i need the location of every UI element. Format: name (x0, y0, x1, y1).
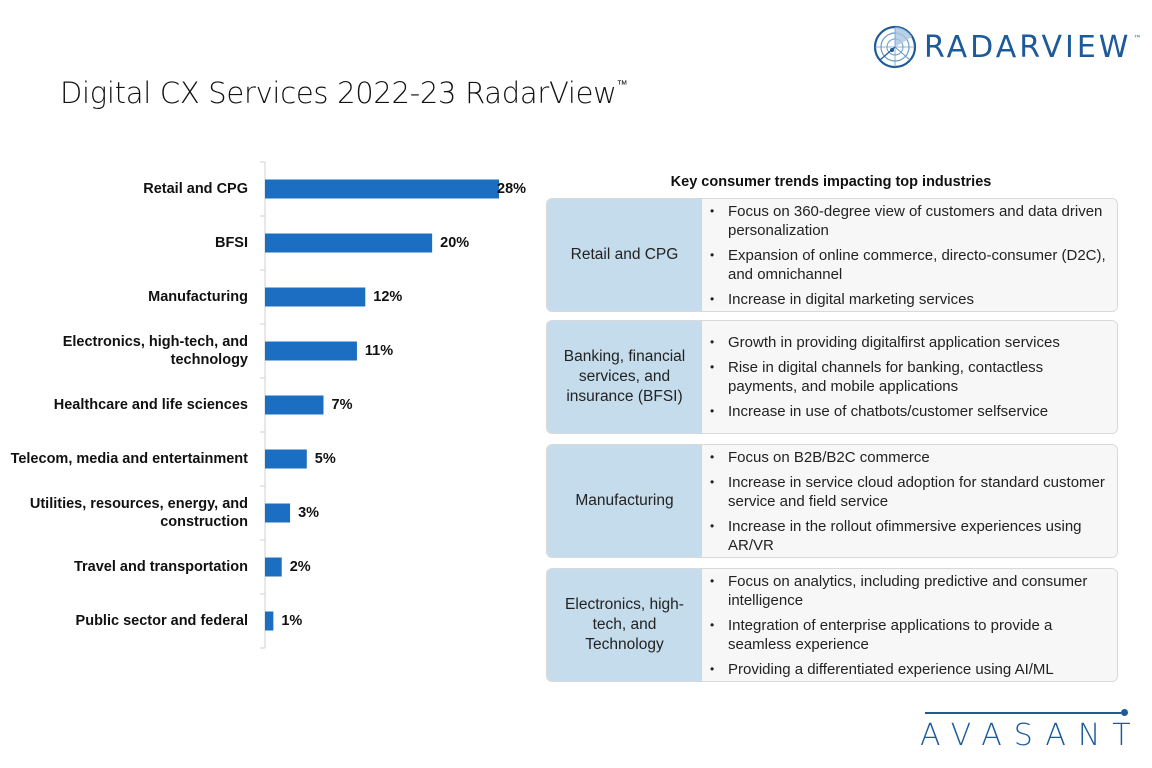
bar (265, 287, 366, 307)
bullet-icon: • (710, 449, 715, 464)
trend-point-text: Growth in providing digitalfirst applica… (728, 334, 1060, 351)
trend-point: • Rise in digital channels for banking, c… (710, 358, 1111, 396)
category-label: BFSI (214, 235, 248, 251)
value-label: 3% (298, 505, 320, 521)
avasant-logo-line (925, 712, 1121, 714)
trend-point: • Providing a differentiated experience u… (710, 660, 1111, 679)
value-label: 7% (331, 397, 353, 413)
radarview-logo: RADARVIEW ™ (872, 22, 1141, 72)
trend-point: • Expansion of online commerce, directo-c… (710, 246, 1111, 284)
value-label: 12% (373, 289, 403, 305)
bar (265, 611, 274, 631)
category-label: Travel and transportation (73, 559, 248, 575)
trend-industry-label: Banking, financial services, and insuran… (547, 321, 702, 433)
trend-point-text: Integration of enterprise applications t… (728, 616, 1053, 653)
value-label: 1% (281, 613, 303, 629)
bullet-icon: • (710, 404, 715, 418)
trend-point-text: Rise in digital channels for banking, co… (728, 359, 1044, 395)
bar (265, 557, 282, 577)
trend-point: • Focus on B2B/B2C commerce (710, 448, 1111, 467)
category-label: Retail and CPG (143, 181, 248, 197)
bar (265, 233, 433, 253)
chart-canvas (260, 161, 499, 649)
bar (265, 179, 499, 199)
bar (265, 503, 291, 523)
page-title: Digital CX Services 2022-23 RadarView™ (60, 76, 628, 110)
trend-point-text: Increase in digital marketing services (728, 290, 974, 308)
radar-icon (873, 25, 917, 69)
bullet-icon: • (710, 474, 715, 489)
trend-block: Retail and CPG • Focus on 360-degree view … (546, 198, 1118, 312)
trend-point-text: Providing a differentiated experience us… (728, 660, 1054, 678)
trend-point: • Focus on 360-degree view of customers a… (710, 202, 1111, 240)
trend-point-text: Increase in the rollout ofimmersive expe… (728, 517, 1082, 554)
bar (265, 395, 324, 415)
trademark-symbol: ™ (616, 78, 628, 91)
trend-point-text: Focus on analytics, including predictive… (728, 572, 1088, 609)
category-label: Electronics, high-tech, and technology (62, 334, 248, 368)
category-label: Manufacturing (148, 289, 248, 305)
value-label: 2% (289, 559, 311, 575)
trend-point: • Growth in providing digitalfirst applic… (710, 333, 1111, 352)
bullet-icon: • (710, 661, 715, 676)
industry-share-bar-chart: Retail and CPG 28% BFSI 20% Manufacturing 12%… (0, 160, 540, 660)
bullet-icon: • (710, 360, 715, 374)
category-label: Public sector and federal (75, 613, 248, 629)
bullet-icon: • (710, 518, 715, 533)
trend-points-list: • Focus on 360-degree view of customers a… (702, 199, 1117, 311)
category-label: Telecom, media and entertainment (10, 451, 248, 467)
bullet-icon: • (710, 573, 715, 588)
trend-points-list: • Growth in providing digitalfirst applic… (702, 321, 1117, 433)
trend-point: • Focus on analytics, including predictiv… (710, 572, 1111, 610)
trend-points-list: • Focus on B2B/B2C commerce • Increase in s… (702, 445, 1117, 557)
trend-point: • Increase in digital marketing services (710, 290, 1111, 309)
trend-point-text: Focus on 360-degree view of customers an… (728, 202, 1103, 239)
value-label: 20% (440, 235, 470, 251)
value-label: 5% (314, 451, 336, 467)
trend-point: • Increase in service cloud adoption for … (710, 473, 1111, 511)
trend-points-list: • Focus on analytics, including predictiv… (702, 569, 1117, 681)
trend-point-text: Focus on B2B/B2C commerce (728, 448, 930, 466)
bullet-icon: • (710, 335, 715, 349)
category-label: Utilities, resources, energy, and constr… (29, 496, 248, 530)
trend-point: • Increase in use of chatbots/customer se… (710, 402, 1111, 421)
bar (265, 341, 357, 361)
trend-point-text: Increase in use of chatbots/customer sel… (728, 403, 1049, 420)
avasant-wordmark: AVASANT (920, 718, 1143, 753)
category-label: Healthcare and life sciences (53, 397, 248, 413)
trend-industry-label: Manufacturing (547, 445, 702, 557)
trend-block: Banking, financial services, and insuran… (546, 320, 1118, 434)
radarview-wordmark: RADARVIEW ™ (924, 29, 1142, 65)
trend-block: Electronics, high-tech, and Technology • F… (546, 568, 1118, 682)
bullet-icon: • (710, 203, 715, 218)
trend-block: Manufacturing • Focus on B2B/B2C commerce •… (546, 444, 1118, 558)
trend-point: • Increase in the rollout ofimmersive exp… (710, 517, 1111, 555)
trend-industry-label: Retail and CPG (547, 199, 702, 311)
bullet-icon: • (710, 247, 715, 262)
bar (265, 449, 307, 469)
value-label: 11% (364, 343, 394, 359)
value-label: 28% (497, 181, 527, 197)
trend-point-text: Expansion of online commerce, directo-co… (728, 246, 1106, 283)
trend-point: • Integration of enterprise applications … (710, 616, 1111, 654)
trend-industry-label: Electronics, high-tech, and Technology (547, 569, 702, 681)
trend-point-text: Increase in service cloud adoption for s… (728, 473, 1105, 510)
bullet-icon: • (710, 617, 715, 632)
trends-heading: Key consumer trends impacting top indust… (670, 174, 992, 190)
avasant-logo-dot (1121, 709, 1128, 716)
bullet-icon: • (710, 291, 715, 306)
